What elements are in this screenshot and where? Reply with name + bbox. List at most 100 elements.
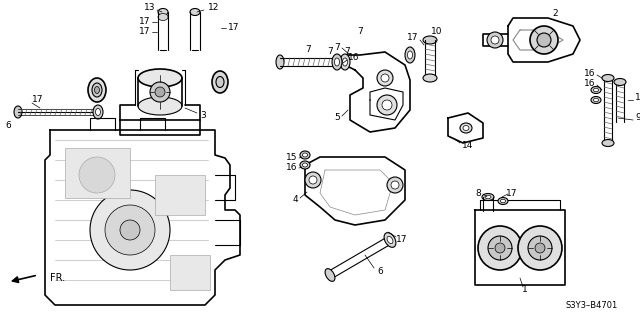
Text: 13: 13 [143, 4, 155, 12]
Text: 7: 7 [327, 48, 333, 56]
Text: 16: 16 [285, 162, 297, 172]
Ellipse shape [460, 123, 472, 133]
Ellipse shape [614, 78, 626, 85]
Bar [65, 148, 130, 198]
Text: 16: 16 [348, 54, 360, 63]
Circle shape [537, 33, 551, 47]
Ellipse shape [138, 69, 182, 87]
Ellipse shape [300, 161, 310, 169]
Circle shape [305, 172, 321, 188]
Circle shape [391, 181, 399, 189]
Ellipse shape [332, 54, 342, 70]
Circle shape [150, 82, 170, 102]
Ellipse shape [593, 88, 598, 92]
Ellipse shape [591, 86, 601, 93]
Circle shape [105, 205, 155, 255]
Circle shape [309, 176, 317, 184]
Text: 17: 17 [506, 189, 518, 197]
Ellipse shape [500, 199, 506, 203]
Circle shape [382, 100, 392, 110]
Ellipse shape [303, 153, 307, 157]
Circle shape [377, 70, 393, 86]
Circle shape [518, 226, 562, 270]
Text: 10: 10 [431, 27, 443, 36]
Ellipse shape [95, 108, 100, 115]
Text: 15: 15 [285, 152, 297, 161]
Ellipse shape [93, 105, 103, 119]
Text: 9: 9 [635, 114, 640, 122]
Circle shape [488, 236, 512, 260]
Ellipse shape [92, 83, 102, 97]
Text: 4: 4 [292, 196, 298, 204]
Ellipse shape [408, 51, 413, 59]
Ellipse shape [498, 197, 508, 204]
Circle shape [79, 157, 115, 193]
Ellipse shape [335, 58, 339, 66]
Circle shape [478, 226, 522, 270]
Ellipse shape [602, 75, 614, 81]
Circle shape [377, 95, 397, 115]
Circle shape [387, 177, 403, 193]
Ellipse shape [212, 71, 228, 93]
Circle shape [528, 236, 552, 260]
Ellipse shape [14, 106, 22, 118]
Ellipse shape [423, 36, 437, 44]
Text: 7: 7 [344, 48, 350, 56]
Ellipse shape [423, 74, 437, 82]
Text: 17: 17 [138, 27, 150, 36]
Circle shape [491, 36, 499, 44]
Circle shape [535, 243, 545, 253]
Ellipse shape [158, 13, 168, 20]
Text: 16: 16 [584, 79, 595, 88]
Ellipse shape [593, 98, 598, 102]
Circle shape [90, 190, 170, 270]
Text: 5: 5 [334, 114, 340, 122]
Ellipse shape [138, 97, 182, 115]
Ellipse shape [300, 151, 310, 159]
Text: 7: 7 [357, 27, 363, 36]
Ellipse shape [88, 78, 106, 102]
Circle shape [487, 32, 503, 48]
Text: 1: 1 [522, 286, 528, 294]
Ellipse shape [325, 269, 335, 281]
Ellipse shape [158, 9, 168, 16]
Ellipse shape [303, 163, 307, 167]
Text: 6: 6 [5, 121, 11, 130]
Ellipse shape [95, 86, 99, 93]
Text: 11: 11 [635, 93, 640, 102]
Ellipse shape [340, 54, 350, 70]
Circle shape [495, 243, 505, 253]
Text: 17: 17 [228, 24, 239, 33]
Ellipse shape [602, 139, 614, 146]
Ellipse shape [387, 236, 393, 244]
Text: FR.: FR. [50, 273, 65, 283]
Text: 17: 17 [32, 95, 44, 105]
Text: 14: 14 [462, 140, 474, 150]
Ellipse shape [276, 55, 284, 69]
Text: 17: 17 [138, 18, 150, 26]
Bar [170, 255, 210, 290]
Text: S3Y3–B4701: S3Y3–B4701 [565, 301, 617, 310]
Circle shape [381, 74, 389, 82]
Text: 7: 7 [305, 46, 311, 55]
Ellipse shape [482, 194, 494, 201]
Bar [155, 175, 205, 215]
Ellipse shape [342, 58, 348, 66]
Circle shape [155, 87, 165, 97]
Ellipse shape [463, 125, 469, 130]
Text: 12: 12 [208, 4, 220, 12]
Text: 6: 6 [377, 268, 383, 277]
Text: 7: 7 [334, 42, 340, 51]
Text: 16: 16 [584, 70, 595, 78]
Ellipse shape [384, 233, 396, 247]
Ellipse shape [405, 47, 415, 63]
Circle shape [120, 220, 140, 240]
Text: 8: 8 [476, 189, 481, 197]
Ellipse shape [591, 97, 601, 103]
Text: 17: 17 [396, 235, 408, 244]
Circle shape [530, 26, 558, 54]
Ellipse shape [216, 77, 224, 87]
Ellipse shape [190, 9, 200, 16]
Text: 17: 17 [406, 33, 418, 42]
Text: 3: 3 [200, 110, 205, 120]
